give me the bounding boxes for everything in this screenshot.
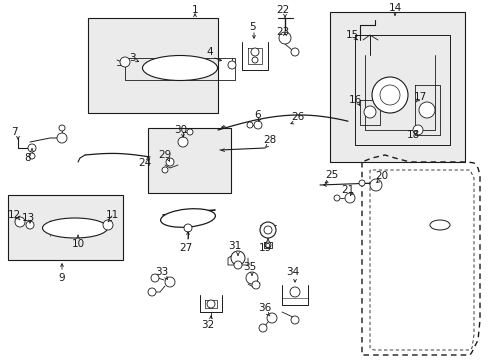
Circle shape [246,122,252,128]
Text: 16: 16 [347,95,361,105]
Text: 27: 27 [179,243,192,253]
Ellipse shape [142,55,217,81]
Text: 21: 21 [341,185,354,195]
Text: 5: 5 [248,22,255,32]
Circle shape [279,32,290,44]
Circle shape [230,251,244,265]
Text: 20: 20 [375,171,388,181]
Circle shape [120,57,130,67]
Circle shape [333,195,339,201]
Circle shape [369,179,381,191]
Text: 11: 11 [105,210,119,220]
Circle shape [148,288,156,296]
Circle shape [251,281,260,289]
Text: 36: 36 [258,303,271,313]
Circle shape [227,61,236,69]
Circle shape [26,221,34,229]
Text: 29: 29 [158,150,171,160]
Text: 34: 34 [286,267,299,277]
Text: 4: 4 [206,47,213,57]
Text: 30: 30 [174,125,187,135]
Circle shape [371,77,407,113]
Text: 15: 15 [345,30,358,40]
Circle shape [234,261,242,269]
Circle shape [251,57,258,63]
Text: 28: 28 [263,135,276,145]
Circle shape [28,144,36,152]
Circle shape [412,125,422,135]
Text: 25: 25 [325,170,338,180]
Text: 13: 13 [21,213,35,223]
Text: 14: 14 [387,3,401,13]
Circle shape [264,242,270,248]
Circle shape [266,313,276,323]
Text: 31: 31 [228,241,241,251]
Bar [329,12,464,162]
Text: 1: 1 [191,5,198,15]
Circle shape [186,129,193,135]
Text: 35: 35 [243,262,256,272]
Text: 32: 32 [201,320,214,330]
Text: 19: 19 [258,243,271,253]
Circle shape [289,287,299,297]
Text: 24: 24 [138,158,151,168]
Ellipse shape [160,209,215,227]
Circle shape [250,48,259,56]
Circle shape [151,274,159,282]
Text: 7: 7 [11,127,17,137]
Circle shape [245,272,258,284]
Circle shape [15,217,25,227]
Circle shape [183,224,192,232]
Circle shape [259,324,266,332]
Bar [8,195,123,260]
Circle shape [57,133,67,143]
Circle shape [29,153,35,159]
Text: 18: 18 [406,130,419,140]
Circle shape [290,316,298,324]
Bar [148,128,230,193]
Text: 33: 33 [155,267,168,277]
Text: 22: 22 [276,5,289,15]
Circle shape [253,121,262,129]
Text: 10: 10 [71,239,84,249]
Circle shape [358,180,364,186]
Circle shape [206,300,215,308]
Circle shape [264,226,271,234]
Circle shape [164,277,175,287]
Circle shape [379,85,399,105]
Text: 26: 26 [291,112,304,122]
Text: 9: 9 [59,273,65,283]
Circle shape [418,102,434,118]
Circle shape [59,125,65,131]
Text: 23: 23 [276,27,289,37]
Circle shape [165,158,174,166]
Text: 12: 12 [7,210,20,220]
Text: 3: 3 [128,53,135,63]
Text: 17: 17 [412,92,426,102]
Circle shape [103,220,113,230]
Ellipse shape [429,220,449,230]
Text: 8: 8 [24,153,31,163]
Ellipse shape [42,218,107,238]
Circle shape [345,193,354,203]
Circle shape [363,106,375,118]
Text: 6: 6 [254,110,261,120]
Circle shape [178,137,187,147]
Circle shape [260,222,275,238]
Bar [88,18,218,113]
Circle shape [162,167,168,173]
Circle shape [290,48,298,56]
